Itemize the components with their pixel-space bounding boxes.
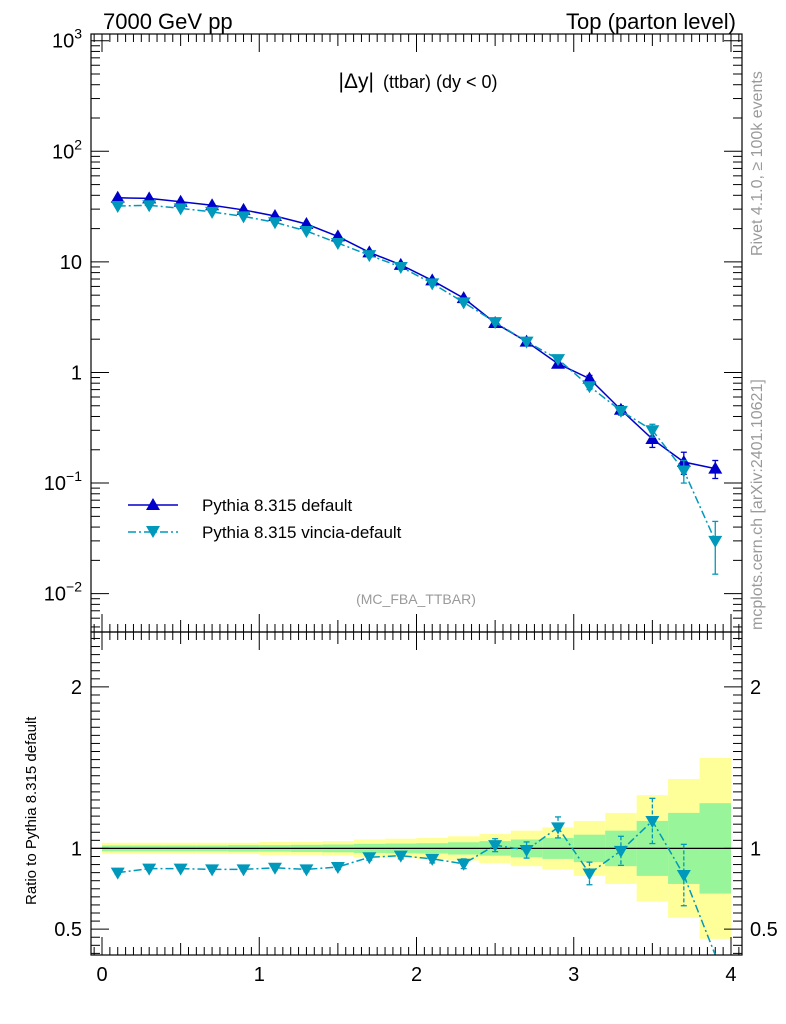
series-1-point-11 <box>456 297 471 310</box>
ratio-y-tick-label-2: 0.5 <box>54 919 82 941</box>
legend-marker-vincia <box>146 526 160 538</box>
rivet-version-label: Rivet 4.1.0, ≥ 100k events <box>749 71 766 256</box>
ratio-point-8 <box>362 852 377 865</box>
ratio-point-5 <box>267 862 282 875</box>
ratio-point-6 <box>299 864 314 877</box>
legend-label-vincia: Pythia 8.315 vincia-default <box>202 523 402 542</box>
ratio-point-14 <box>551 822 566 835</box>
series-1-point-18 <box>676 465 691 478</box>
ratio-point-18 <box>676 870 691 883</box>
legend-marker-default <box>146 498 160 510</box>
series-1-point-0 <box>110 201 125 214</box>
mcplots-source-label: mcplots.cern.ch [arXiv:2401.10621] <box>749 379 766 630</box>
plot-title-main: |Δy| <box>339 70 374 93</box>
main-y-tick-label-3: 1 <box>71 362 82 384</box>
ratio-axis-ticks <box>91 632 742 955</box>
plot-title: |Δy| (ttbar) (dy < 0) <box>339 70 498 93</box>
series-1-point-15 <box>582 381 597 394</box>
ratio-y-tick-label-right-0: 2 <box>750 677 761 699</box>
main-y-tick-label-0: 103 <box>52 26 82 53</box>
ratio-y-tick-label-right-1: 1 <box>750 838 761 860</box>
series-1-point-7 <box>330 238 345 251</box>
legend: Pythia 8.315 default Pythia 8.315 vincia… <box>128 496 402 542</box>
series-1-point-5 <box>267 217 282 230</box>
series-1-point-2 <box>173 203 188 216</box>
series-1-point-13 <box>519 336 534 349</box>
series-0-point-19 <box>708 461 723 474</box>
plot-title-sub: (ttbar) (dy < 0) <box>383 72 498 92</box>
series-1-point-14 <box>551 354 566 367</box>
ratio-point-15 <box>582 868 597 881</box>
series-1-point-19 <box>708 535 723 548</box>
main-y-tick-label-1: 102 <box>52 136 82 163</box>
ratio-y-tick-label-0: 2 <box>71 677 82 699</box>
main-axis-ticks <box>91 34 742 632</box>
ratio-uncertainty-bands <box>91 757 742 939</box>
series-1-point-9 <box>393 261 408 274</box>
ratio-y-tick-label-right-2: 0.5 <box>750 919 778 941</box>
series-1-point-3 <box>205 206 220 219</box>
ratio-point-9 <box>393 850 408 863</box>
series-1-point-8 <box>362 250 377 263</box>
ratio-panel-frame <box>90 631 743 956</box>
series-1-point-17 <box>645 425 660 438</box>
ratio-point-12 <box>488 840 503 853</box>
x-tick-label-2: 2 <box>411 964 422 986</box>
ratio-point-16 <box>613 845 628 858</box>
ratio-point-2 <box>173 863 188 876</box>
x-tick-label-0: 0 <box>96 964 107 986</box>
series-0-point-17 <box>645 432 660 445</box>
main-y-tick-label-5: 10−2 <box>44 579 82 606</box>
ratio-point-13 <box>519 845 534 858</box>
header-right-label: Top (parton level) <box>566 9 736 34</box>
ratio-y-tick-label-1: 1 <box>71 838 82 860</box>
ratio-point-7 <box>330 861 345 874</box>
ratio-point-10 <box>425 853 440 866</box>
ratio-series-line <box>117 819 716 956</box>
ratio-panel-series <box>110 797 716 956</box>
series-1-point-16 <box>613 405 628 418</box>
analysis-watermark: (MC_FBA_TTBAR) <box>356 591 476 607</box>
series-1-point-10 <box>425 278 440 291</box>
series-1-point-1 <box>142 200 157 213</box>
ratio-point-3 <box>205 864 220 877</box>
x-tick-label-1: 1 <box>254 964 265 986</box>
series-0-point-15 <box>582 371 597 384</box>
ratio-point-1 <box>142 863 157 876</box>
ratio-point-0 <box>110 867 125 880</box>
ratio-point-11 <box>456 858 471 871</box>
ratio-point-17 <box>645 815 660 828</box>
series-1-point-6 <box>299 226 314 239</box>
main-y-tick-label-4: 10−1 <box>44 468 82 495</box>
series-0-point-0 <box>110 190 125 203</box>
main-y-tick-label-2: 10 <box>60 252 82 274</box>
x-tick-label-3: 3 <box>568 964 579 986</box>
ratio-point-4 <box>236 864 251 877</box>
series-line-0 <box>117 197 716 470</box>
series-0-point-6 <box>299 217 314 230</box>
header-left-label: 7000 GeV pp <box>103 9 233 34</box>
main-panel-series <box>110 190 723 575</box>
series-1-point-12 <box>488 317 503 330</box>
legend-label-default: Pythia 8.315 default <box>202 496 353 515</box>
series-1-point-4 <box>236 211 251 224</box>
ratio-y-axis-label: Ratio to Pythia 8.315 default <box>23 716 40 905</box>
x-tick-label-4: 4 <box>725 964 736 986</box>
